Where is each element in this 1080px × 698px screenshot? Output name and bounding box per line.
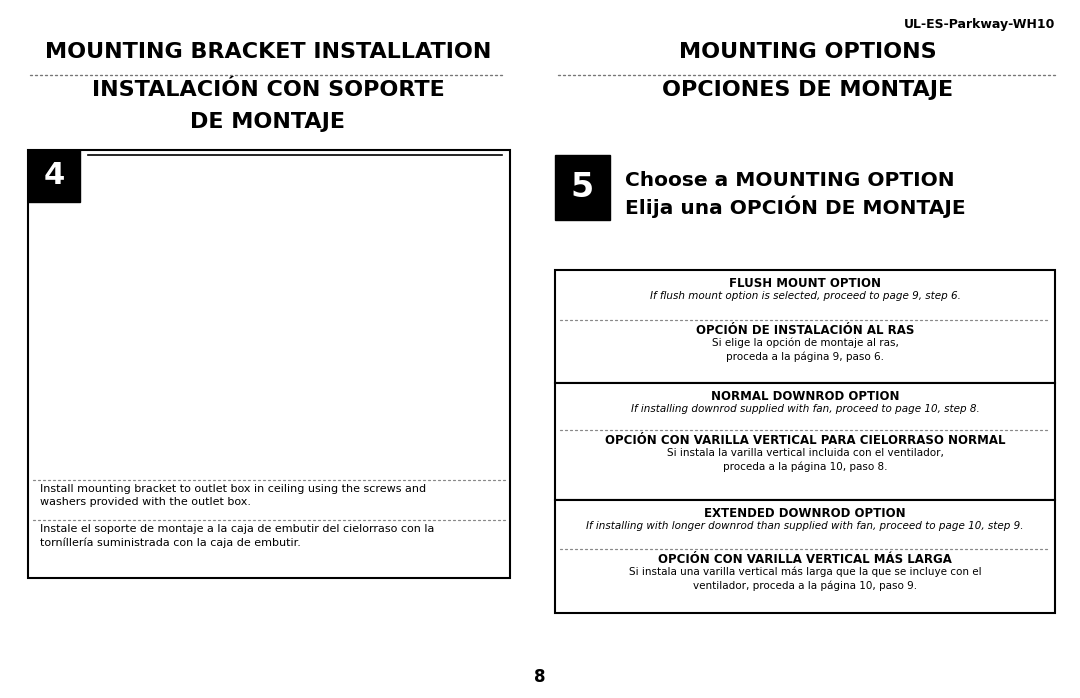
Text: OPCIÓN CON VARILLA VERTICAL PARA CIELORRASO NORMAL: OPCIÓN CON VARILLA VERTICAL PARA CIELORR…: [605, 433, 1005, 447]
Text: If installing downrod supplied with fan, proceed to page 10, step 8.: If installing downrod supplied with fan,…: [631, 404, 980, 414]
Bar: [555, 500, 1055, 613]
Text: Elija una OPCIÓN DE MONTAJE: Elija una OPCIÓN DE MONTAJE: [625, 195, 966, 218]
Text: Si elige la opción de montaje al ras,
proceda a la página 9, paso 6.: Si elige la opción de montaje al ras, pr…: [712, 338, 899, 362]
Text: 5: 5: [571, 171, 594, 204]
Bar: [555, 155, 610, 220]
Text: Install mounting bracket to outlet box in ceiling using the screws and
washers p: Install mounting bracket to outlet box i…: [40, 484, 427, 507]
Text: MOUNTING BRACKET INSTALLATION: MOUNTING BRACKET INSTALLATION: [44, 42, 491, 62]
Text: UL-ES-Parkway-WH10: UL-ES-Parkway-WH10: [904, 18, 1055, 31]
Text: MOUNTING OPTIONS: MOUNTING OPTIONS: [679, 42, 936, 62]
Text: Choose a MOUNTING OPTION: Choose a MOUNTING OPTION: [625, 171, 955, 190]
Bar: [28, 150, 510, 578]
Text: DE MONTAJE: DE MONTAJE: [190, 112, 346, 132]
Text: NORMAL DOWNROD OPTION: NORMAL DOWNROD OPTION: [711, 390, 900, 403]
Text: Instale el soporte de montaje a la caja de embutir del cielorraso con la
torníll: Instale el soporte de montaje a la caja …: [40, 524, 434, 548]
Bar: [555, 383, 1055, 500]
Text: OPCIÓN DE INSTALACIÓN AL RAS: OPCIÓN DE INSTALACIÓN AL RAS: [696, 324, 914, 336]
Text: EXTENDED DOWNROD OPTION: EXTENDED DOWNROD OPTION: [704, 507, 906, 520]
Text: 8: 8: [535, 668, 545, 686]
Text: FLUSH MOUNT OPTION: FLUSH MOUNT OPTION: [729, 277, 881, 290]
Text: If installing with longer downrod than supplied with fan, proceed to page 10, st: If installing with longer downrod than s…: [586, 521, 1024, 531]
Text: Si instala una varilla vertical más larga que la que se incluye con el
ventilado: Si instala una varilla vertical más larg…: [629, 567, 982, 591]
Text: If flush mount option is selected, proceed to page 9, step 6.: If flush mount option is selected, proce…: [649, 291, 960, 301]
Text: Si instala la varilla vertical incluida con el ventilador,
proceda a la página 1: Si instala la varilla vertical incluida …: [666, 448, 944, 472]
Bar: [555, 270, 1055, 383]
Text: OPCIONES DE MONTAJE: OPCIONES DE MONTAJE: [662, 80, 954, 100]
Text: OPCIÓN CON VARILLA VERTICAL MÁS LARGA: OPCIÓN CON VARILLA VERTICAL MÁS LARGA: [658, 553, 951, 565]
Bar: [28, 150, 80, 202]
Text: 4: 4: [43, 161, 65, 191]
Text: INSTALACIÓN CON SOPORTE: INSTALACIÓN CON SOPORTE: [92, 80, 444, 100]
